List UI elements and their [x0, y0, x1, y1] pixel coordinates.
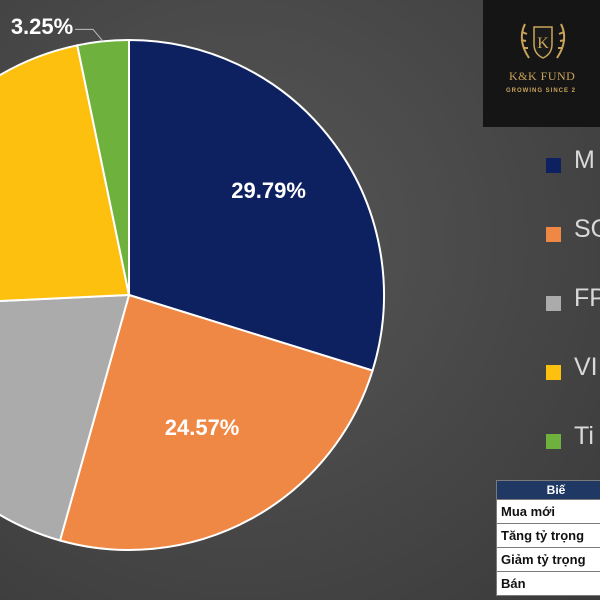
table-cell: Mua mới: [496, 499, 600, 524]
trade-action-table: Biế Mua mới Tăng tỷ trọng Giảm tỷ trọng …: [496, 480, 600, 596]
data-label: 24.57%: [165, 415, 240, 440]
data-label: 29.79%: [231, 178, 306, 203]
legend-label: Ti: [574, 422, 594, 450]
svg-text:K: K: [537, 35, 549, 52]
table-cell: Giảm tỷ trọng: [496, 547, 600, 572]
legend-swatch: [546, 434, 561, 449]
table-row: Bán: [496, 571, 600, 596]
table-row: Giảm tỷ trọng: [496, 547, 600, 572]
logo-name: K&K FUND: [509, 69, 576, 83]
logo-tagline: GROWING SINCE 2: [506, 88, 577, 94]
pie-slice: [0, 293, 131, 542]
laurel-shield-icon: K: [520, 23, 566, 59]
legend-label: M: [574, 146, 595, 174]
legend-swatch: [546, 158, 561, 173]
data-label: 3.25%: [11, 14, 73, 39]
legend-label: SO: [574, 215, 600, 243]
table-header: Biế: [496, 480, 600, 500]
pie-slice: [0, 44, 131, 303]
legend-swatch: [546, 296, 561, 311]
leader-line: [75, 28, 104, 42]
legend-swatch: [546, 227, 561, 242]
legend-swatch: [546, 365, 561, 380]
table-row: Mua mới: [496, 499, 600, 524]
legend-label: VI: [574, 353, 598, 381]
table-cell: Bán: [496, 571, 600, 596]
table-row: Tăng tỷ trọng: [496, 523, 600, 548]
pie-slice: [58, 293, 374, 551]
pie-slice: [128, 38, 385, 372]
legend-label: FP: [574, 284, 600, 312]
table-cell: Tăng tỷ trọng: [496, 523, 600, 548]
kk-fund-logo: K K&K FUND GROWING SINCE 2: [483, 0, 600, 127]
